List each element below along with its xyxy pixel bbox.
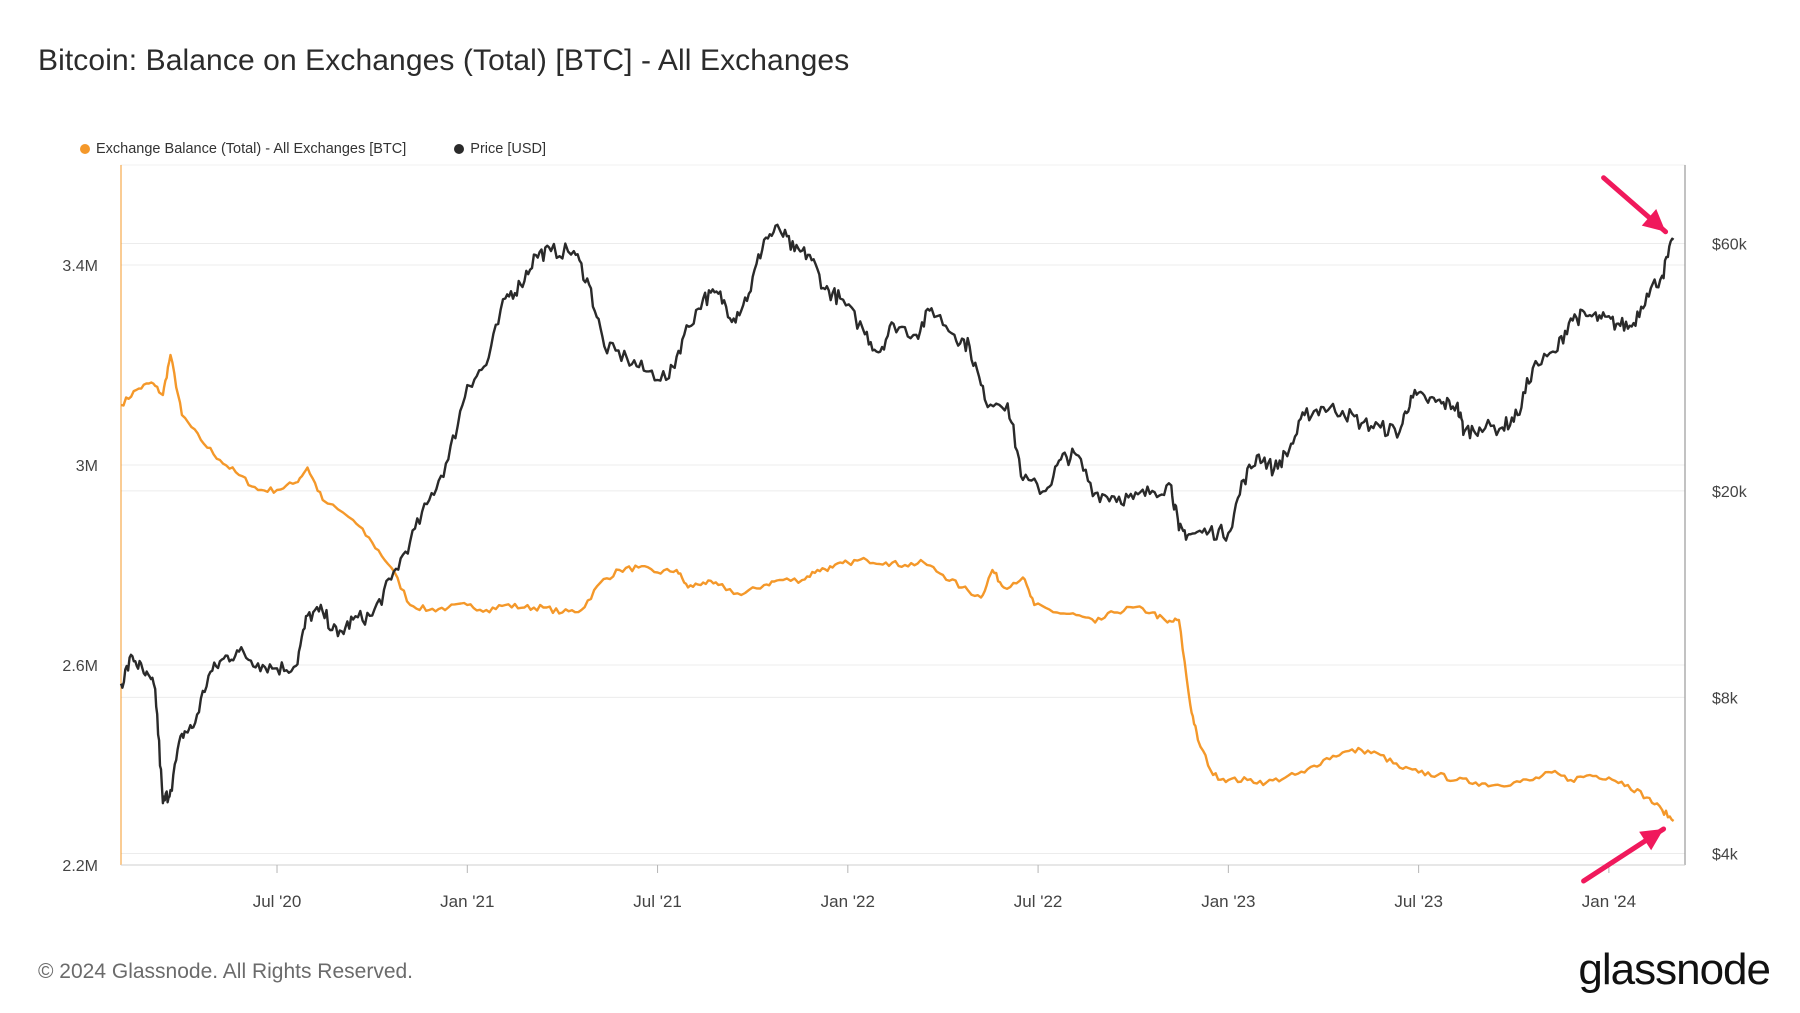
legend-dot-balance xyxy=(80,144,90,154)
legend-dot-price xyxy=(454,144,465,154)
y-right-tick-label: $8k xyxy=(1712,690,1739,707)
y-left-tick-label: 2.2M xyxy=(62,858,98,875)
x-tick-label: Jan '21 xyxy=(440,892,494,911)
plot-frame xyxy=(120,164,1686,866)
glassnode-logo: glassnode xyxy=(1578,945,1771,994)
arrow-balance-head xyxy=(1639,829,1664,851)
axes: 2.2M 2.6M 3M 3.4M $4k $8k $20k $60k Jul '20 Jan '… xyxy=(62,165,1748,911)
legend-item-price[interactable]: Price [USD] xyxy=(454,141,546,157)
x-tick-label: Jul '20 xyxy=(253,892,302,911)
annotations xyxy=(1581,175,1669,884)
x-tick-label: Jan '22 xyxy=(821,892,875,911)
x-tick-label: Jul '21 xyxy=(633,892,682,911)
price-series-line xyxy=(119,223,1675,805)
balance-series-line xyxy=(120,353,1675,822)
legend-label-balance: Exchange Balance (Total) - All Exchanges… xyxy=(96,141,407,157)
arrow-price xyxy=(1601,175,1669,235)
x-tick-label: Jan '24 xyxy=(1582,892,1636,911)
x-tick-label: Jul '23 xyxy=(1394,892,1443,911)
series-group xyxy=(119,223,1675,822)
y-left-tick-label: 3.4M xyxy=(62,258,98,275)
y-left-tick-label: 2.6M xyxy=(62,658,98,675)
legend: Exchange Balance (Total) - All Exchanges… xyxy=(80,141,546,157)
x-tick-label: Jul '22 xyxy=(1014,892,1063,911)
x-tick-label: Jan '23 xyxy=(1201,892,1255,911)
legend-item-balance[interactable]: Exchange Balance (Total) - All Exchanges… xyxy=(80,141,406,157)
y-right-tick-label: $20k xyxy=(1712,484,1748,501)
arrow-price-head xyxy=(1641,208,1666,232)
chart-title: Bitcoin: Balance on Exchanges (Total) [B… xyxy=(38,44,850,77)
grid-lines xyxy=(120,164,1686,866)
y-right-tick-label: $60k xyxy=(1712,236,1748,253)
y-left-tick-label: 3M xyxy=(76,458,98,475)
y-right-tick-label: $4k xyxy=(1712,846,1739,863)
legend-label-price: Price [USD] xyxy=(470,141,547,157)
arrow-balance xyxy=(1581,826,1667,884)
copyright-footer: © 2024 Glassnode. All Rights Reserved. xyxy=(38,960,414,983)
